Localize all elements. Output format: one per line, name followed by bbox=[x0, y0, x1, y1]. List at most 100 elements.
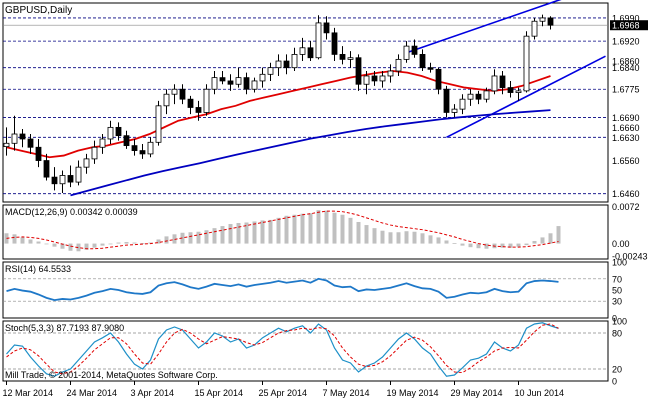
candle bbox=[355, 54, 362, 91]
macd-histogram-bar bbox=[12, 234, 17, 244]
candle-body bbox=[355, 57, 362, 85]
candle-body bbox=[131, 145, 138, 151]
candle-body bbox=[475, 93, 482, 100]
trendlines bbox=[406, 0, 606, 139]
rsi-tick-label: 70 bbox=[612, 274, 622, 284]
macd-histogram-bar bbox=[532, 241, 537, 244]
price-tick-label: 1.6775 bbox=[612, 85, 640, 95]
candle-body bbox=[155, 105, 162, 143]
macd-histogram-bar bbox=[500, 243, 505, 248]
price-tick-label: 1.6920 bbox=[612, 37, 640, 47]
candle-body bbox=[363, 75, 370, 85]
candle-body bbox=[91, 146, 98, 160]
candle-body bbox=[347, 57, 354, 60]
candle bbox=[347, 51, 354, 68]
macd-histogram-bar bbox=[380, 230, 385, 244]
candle-body bbox=[35, 146, 42, 161]
candle-body bbox=[107, 126, 114, 140]
rsi-panel-frame bbox=[2, 261, 609, 319]
candle bbox=[435, 67, 442, 95]
candle bbox=[299, 37, 306, 62]
date-tick-label: 10 Jun 2014 bbox=[515, 388, 565, 398]
candle bbox=[195, 100, 202, 121]
macd-histogram-bar bbox=[388, 232, 393, 244]
fast-moving-average bbox=[6, 70, 551, 159]
candle bbox=[227, 74, 234, 91]
candle bbox=[19, 129, 26, 148]
macd-histogram-bar bbox=[372, 228, 377, 244]
macd-histogram-bar bbox=[76, 243, 81, 252]
candle bbox=[451, 104, 458, 118]
candle-body bbox=[547, 17, 554, 26]
main-panel-frame bbox=[2, 2, 609, 203]
level-lines bbox=[3, 17, 608, 195]
candle-body bbox=[523, 35, 530, 92]
rsi-tick-label: 100 bbox=[612, 258, 627, 268]
candle-body bbox=[331, 32, 338, 55]
macd-histogram-bar bbox=[140, 243, 145, 244]
candle bbox=[323, 16, 330, 40]
panel-frames bbox=[2, 2, 609, 382]
date-tick-label: 24 Mar 2014 bbox=[67, 388, 118, 398]
candle bbox=[75, 160, 82, 186]
candle bbox=[107, 120, 114, 144]
candle-body bbox=[483, 90, 490, 100]
candle-body bbox=[243, 77, 250, 90]
rsi-line bbox=[6, 277, 559, 301]
candle bbox=[243, 72, 250, 95]
stoch-panel-frame bbox=[2, 320, 609, 382]
macd-histogram-bar bbox=[172, 234, 177, 244]
candle bbox=[363, 70, 370, 95]
macd-histogram-bar bbox=[236, 223, 241, 244]
candle bbox=[203, 84, 210, 116]
candle-body bbox=[403, 45, 410, 60]
macd-histogram-bar bbox=[44, 243, 49, 245]
macd-histogram-bar bbox=[220, 226, 225, 244]
candle-body bbox=[507, 87, 514, 93]
candle bbox=[267, 62, 274, 81]
macd-histogram-bar bbox=[452, 243, 457, 244]
candle-body bbox=[75, 166, 82, 183]
macd-histogram-bar bbox=[548, 233, 553, 244]
macd-histogram-bar bbox=[444, 240, 449, 244]
candle-body bbox=[147, 141, 154, 155]
candle-body bbox=[83, 158, 90, 168]
macd-histogram-bar bbox=[252, 221, 257, 244]
macd-histogram-bar bbox=[284, 215, 289, 244]
macd-histogram-bar bbox=[108, 243, 113, 245]
candle bbox=[443, 85, 450, 118]
candle-body bbox=[411, 45, 418, 55]
candle bbox=[139, 143, 146, 159]
macd-histogram-bar bbox=[292, 214, 297, 244]
stochastic-panel: 100 80 20 0 bbox=[3, 317, 627, 387]
macd-histogram-bar bbox=[204, 230, 209, 244]
macd-tick-label: 0.00 bbox=[612, 239, 630, 249]
candle-body bbox=[443, 88, 450, 113]
macd-histogram-bar bbox=[300, 213, 305, 244]
macd-histogram-bar bbox=[228, 224, 233, 244]
price-tick-label: 1.6968 bbox=[612, 21, 640, 31]
candle-body bbox=[27, 138, 34, 148]
macd-histogram-bar bbox=[36, 241, 41, 244]
candle-body bbox=[379, 75, 386, 82]
candle-body bbox=[99, 138, 106, 148]
candle-body bbox=[251, 80, 258, 90]
price-tick-label: 1.6840 bbox=[612, 63, 640, 73]
price-tick-label: 1.6660 bbox=[612, 123, 640, 133]
candle bbox=[123, 130, 130, 149]
candle bbox=[459, 94, 466, 115]
macd-histogram-bar bbox=[556, 226, 561, 244]
macd-histogram-bar bbox=[332, 212, 337, 244]
macd-histogram-bar bbox=[212, 228, 217, 244]
macd-histogram-bar bbox=[268, 219, 273, 244]
candle bbox=[11, 115, 18, 151]
macd-histogram-bar bbox=[276, 217, 281, 244]
candle-body bbox=[339, 54, 346, 60]
macd-histogram-bar bbox=[420, 233, 425, 244]
candle-body bbox=[315, 22, 322, 59]
candle bbox=[91, 140, 98, 164]
macd-histogram-bar bbox=[468, 243, 473, 248]
date-tick-label: 15 Apr 2014 bbox=[195, 388, 244, 398]
candle-body bbox=[19, 133, 26, 140]
